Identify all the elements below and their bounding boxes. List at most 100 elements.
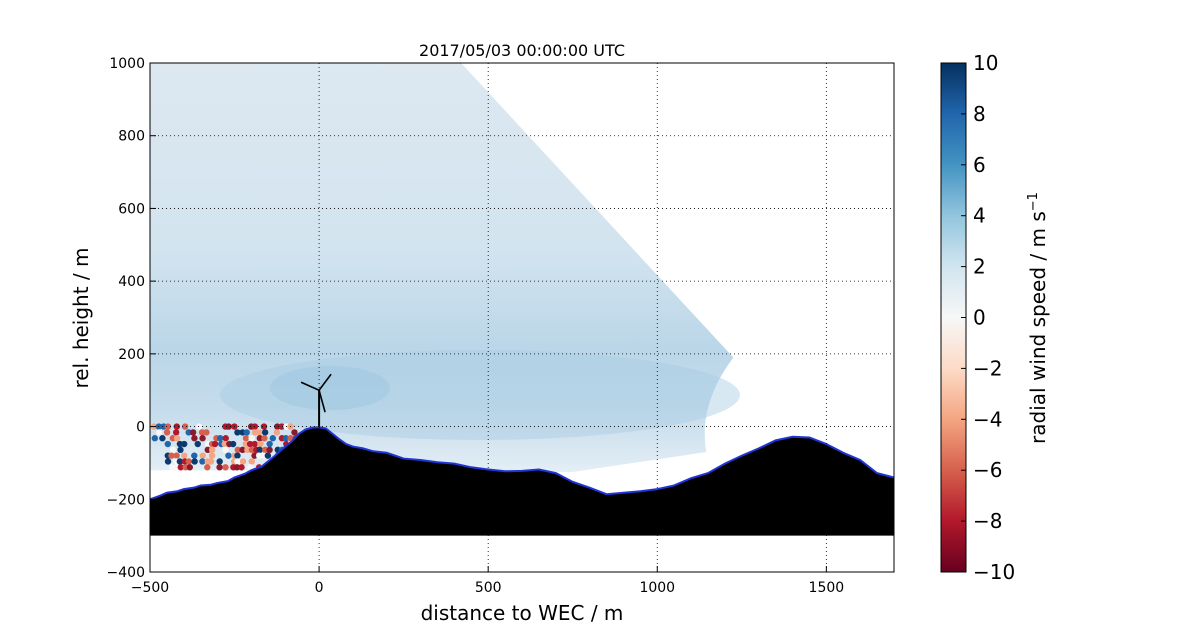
x-tick-label: 500 (475, 580, 502, 596)
colorbar-tick-label: 10 (973, 51, 998, 75)
clutter-point (159, 435, 166, 442)
colorbar-tick-label: −6 (973, 458, 1002, 482)
colorbar-tick-label: 2 (973, 255, 986, 279)
x-axis-label: distance to WEC / m (421, 601, 624, 625)
clutter-point (208, 452, 216, 459)
clutter-point (260, 423, 268, 430)
x-tick-label: 1500 (809, 580, 845, 596)
clutter-point (269, 435, 277, 442)
clutter-point (248, 446, 256, 454)
clutter-point (243, 429, 250, 436)
wec-blade (318, 373, 332, 391)
clutter-point (234, 452, 241, 459)
clutter-point (186, 464, 193, 471)
colorbar-tick-label: 4 (973, 204, 986, 228)
clutter-point (266, 446, 273, 454)
clutter-point (172, 429, 180, 436)
x-tick-label: −500 (131, 580, 169, 596)
clutter-point (256, 446, 263, 454)
wec-blade (300, 381, 320, 391)
terrain-outline (150, 426, 894, 501)
clutter-point (225, 423, 232, 430)
clutter-point (204, 464, 211, 471)
clutter-point (180, 440, 188, 448)
clutter-point (264, 452, 272, 459)
clutter-point (169, 446, 177, 454)
clutter-point (181, 423, 189, 430)
clutter-point (208, 446, 216, 454)
colorbar-tick-label: 8 (973, 102, 986, 126)
clutter-point (266, 440, 273, 448)
clutter-point (282, 435, 290, 442)
x-tick-label: 0 (315, 580, 324, 596)
y-tick-label: 1000 (109, 56, 145, 72)
clutter-point (216, 464, 223, 471)
clutter-point (176, 458, 184, 465)
colorbar-label: radial wind speed / m s−1 (1026, 192, 1050, 444)
colorbar-tick-label: −2 (973, 356, 1002, 380)
clutter-point (163, 429, 171, 436)
clutter-point (242, 435, 250, 442)
clutter-point (211, 440, 219, 448)
clutter-point (196, 423, 203, 430)
clutter-point (273, 429, 281, 436)
clutter-point (185, 429, 192, 436)
clutter-point (181, 452, 188, 459)
clutter-point (177, 464, 184, 471)
clutter-point (199, 452, 206, 459)
clutter-point (291, 429, 298, 436)
clutter-point (238, 464, 245, 471)
clutter-point (251, 440, 258, 448)
y-tick-label: 200 (118, 347, 145, 363)
x-tick-label: 1000 (639, 580, 675, 596)
clutter-point (207, 458, 215, 465)
clutter-point (173, 435, 181, 442)
colorbar-tick-label: 6 (973, 153, 986, 177)
x-axis: −500 0 500 1000 1500 (131, 566, 844, 596)
clutter-point (191, 452, 198, 459)
y-tick-label: 0 (136, 420, 145, 436)
clutter-point (222, 464, 229, 471)
chart-title: 2017/05/03 00:00:00 UTC (419, 41, 625, 60)
grid (150, 63, 894, 572)
clutter-point (168, 452, 175, 459)
colorbar-ticks: −10 −8 −6 −4 −2 0 2 4 6 8 10 (961, 51, 1015, 584)
clutter-point (244, 446, 251, 454)
clutter-point (164, 458, 172, 465)
clutter-point (234, 429, 241, 436)
scan-sector (150, 63, 734, 473)
clutter-point (164, 423, 172, 430)
plot-frame (149, 62, 895, 573)
clutter-point (246, 440, 254, 448)
clutter-point (194, 440, 201, 448)
clutter-point (185, 458, 193, 465)
clutter-point (221, 440, 228, 448)
clutter-point (164, 440, 171, 448)
clutter-point (239, 446, 246, 454)
terrain (150, 427, 894, 536)
clutter-point (204, 446, 211, 454)
y-tick-label: 600 (118, 201, 145, 217)
y-axis: −400 −200 0 200 400 600 800 1000 (107, 56, 156, 581)
clutter-point (274, 423, 281, 430)
clutter-point (173, 423, 181, 430)
clutter-point (261, 446, 269, 454)
wec-blade (318, 390, 326, 413)
clutter-point (191, 458, 198, 465)
clutter-point (234, 458, 241, 465)
colorbar-label-text: radial wind speed / m s (1026, 211, 1050, 444)
colorbar-label-exponent: −1 (1026, 192, 1041, 211)
clutter-point (189, 429, 197, 436)
clutter-point (168, 464, 176, 471)
colorbar-tick-label: −4 (973, 407, 1002, 431)
clutter-point (151, 435, 159, 442)
colorbar-tick-label: 0 (973, 306, 986, 330)
clutter-point (251, 452, 258, 459)
clutter-point (257, 440, 264, 448)
y-tick-label: 400 (118, 274, 145, 290)
clutter-point (216, 435, 224, 442)
y-axis-label: rel. height / m (69, 247, 93, 388)
y-tick-label: 800 (118, 129, 145, 145)
clutter-point (256, 435, 264, 442)
